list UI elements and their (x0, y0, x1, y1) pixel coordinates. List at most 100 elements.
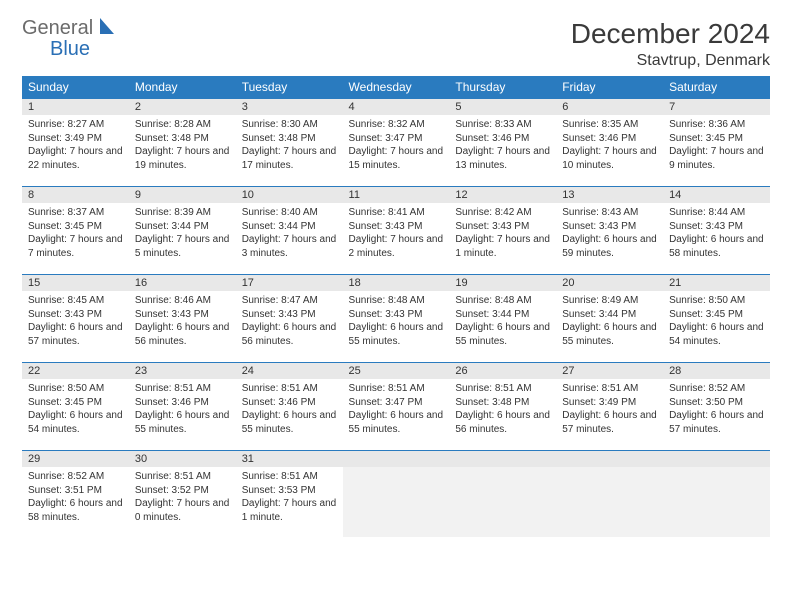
calendar-cell: 12Sunrise: 8:42 AMSunset: 3:43 PMDayligh… (449, 186, 556, 274)
day-body: Sunrise: 8:48 AMSunset: 3:43 PMDaylight:… (343, 291, 450, 354)
sunrise-text: Sunrise: 8:36 AM (669, 118, 764, 132)
daylight-text: Daylight: 6 hours and 57 minutes. (28, 321, 123, 348)
daylight-text: Daylight: 7 hours and 0 minutes. (135, 497, 230, 524)
day-body: Sunrise: 8:44 AMSunset: 3:43 PMDaylight:… (663, 203, 770, 266)
day-body-empty (663, 467, 770, 537)
day-body-empty (556, 467, 663, 537)
sunset-text: Sunset: 3:48 PM (242, 132, 337, 146)
calendar-cell: 5Sunrise: 8:33 AMSunset: 3:46 PMDaylight… (449, 98, 556, 186)
calendar-cell: 19Sunrise: 8:48 AMSunset: 3:44 PMDayligh… (449, 274, 556, 362)
day-body-empty (449, 467, 556, 537)
day-number: 9 (129, 186, 236, 203)
day-body: Sunrise: 8:50 AMSunset: 3:45 PMDaylight:… (663, 291, 770, 354)
calendar-cell: 9Sunrise: 8:39 AMSunset: 3:44 PMDaylight… (129, 186, 236, 274)
weekday-header: Thursday (449, 76, 556, 98)
sunset-text: Sunset: 3:46 PM (135, 396, 230, 410)
calendar-cell: 22Sunrise: 8:50 AMSunset: 3:45 PMDayligh… (22, 362, 129, 450)
sunrise-text: Sunrise: 8:50 AM (669, 294, 764, 308)
sunset-text: Sunset: 3:49 PM (28, 132, 123, 146)
sunset-text: Sunset: 3:45 PM (669, 132, 764, 146)
calendar-table: Sunday Monday Tuesday Wednesday Thursday… (22, 76, 770, 538)
sunrise-text: Sunrise: 8:48 AM (349, 294, 444, 308)
day-body: Sunrise: 8:51 AMSunset: 3:46 PMDaylight:… (236, 379, 343, 442)
day-number: 16 (129, 274, 236, 291)
day-body: Sunrise: 8:51 AMSunset: 3:46 PMDaylight:… (129, 379, 236, 442)
daylight-text: Daylight: 7 hours and 2 minutes. (349, 233, 444, 260)
daylight-text: Daylight: 6 hours and 55 minutes. (135, 409, 230, 436)
daylight-text: Daylight: 6 hours and 56 minutes. (242, 321, 337, 348)
day-body: Sunrise: 8:51 AMSunset: 3:47 PMDaylight:… (343, 379, 450, 442)
daylight-text: Daylight: 7 hours and 10 minutes. (562, 145, 657, 172)
daylight-text: Daylight: 6 hours and 55 minutes. (455, 321, 550, 348)
day-body: Sunrise: 8:47 AMSunset: 3:43 PMDaylight:… (236, 291, 343, 354)
daylight-text: Daylight: 6 hours and 55 minutes. (349, 321, 444, 348)
day-number: 1 (22, 98, 129, 115)
sunset-text: Sunset: 3:50 PM (669, 396, 764, 410)
day-number: 30 (129, 450, 236, 467)
day-number: 20 (556, 274, 663, 291)
sunrise-text: Sunrise: 8:50 AM (28, 382, 123, 396)
day-body: Sunrise: 8:40 AMSunset: 3:44 PMDaylight:… (236, 203, 343, 266)
sunrise-text: Sunrise: 8:43 AM (562, 206, 657, 220)
sunrise-text: Sunrise: 8:37 AM (28, 206, 123, 220)
day-body: Sunrise: 8:45 AMSunset: 3:43 PMDaylight:… (22, 291, 129, 354)
day-number: 14 (663, 186, 770, 203)
sunrise-text: Sunrise: 8:52 AM (28, 470, 123, 484)
weekday-header: Tuesday (236, 76, 343, 98)
calendar-cell: 6Sunrise: 8:35 AMSunset: 3:46 PMDaylight… (556, 98, 663, 186)
sunrise-text: Sunrise: 8:52 AM (669, 382, 764, 396)
weekday-header: Saturday (663, 76, 770, 98)
sunrise-text: Sunrise: 8:51 AM (562, 382, 657, 396)
sunrise-text: Sunrise: 8:41 AM (349, 206, 444, 220)
daylight-text: Daylight: 6 hours and 57 minutes. (562, 409, 657, 436)
weekday-header: Friday (556, 76, 663, 98)
sunset-text: Sunset: 3:43 PM (349, 308, 444, 322)
day-body: Sunrise: 8:32 AMSunset: 3:47 PMDaylight:… (343, 115, 450, 178)
calendar-cell (663, 450, 770, 538)
daylight-text: Daylight: 6 hours and 58 minutes. (28, 497, 123, 524)
calendar-cell: 4Sunrise: 8:32 AMSunset: 3:47 PMDaylight… (343, 98, 450, 186)
brand-logo: General Blue (22, 18, 118, 60)
sunrise-text: Sunrise: 8:49 AM (562, 294, 657, 308)
day-number: 29 (22, 450, 129, 467)
day-number: 27 (556, 362, 663, 379)
day-number: 15 (22, 274, 129, 291)
sunset-text: Sunset: 3:45 PM (28, 220, 123, 234)
calendar-cell: 10Sunrise: 8:40 AMSunset: 3:44 PMDayligh… (236, 186, 343, 274)
calendar-cell: 15Sunrise: 8:45 AMSunset: 3:43 PMDayligh… (22, 274, 129, 362)
day-body: Sunrise: 8:51 AMSunset: 3:49 PMDaylight:… (556, 379, 663, 442)
daylight-text: Daylight: 6 hours and 54 minutes. (669, 321, 764, 348)
daylight-text: Daylight: 6 hours and 57 minutes. (669, 409, 764, 436)
day-body: Sunrise: 8:51 AMSunset: 3:53 PMDaylight:… (236, 467, 343, 530)
sunrise-text: Sunrise: 8:33 AM (455, 118, 550, 132)
day-number: 5 (449, 98, 556, 115)
sunrise-text: Sunrise: 8:48 AM (455, 294, 550, 308)
day-number: 12 (449, 186, 556, 203)
sunset-text: Sunset: 3:43 PM (135, 308, 230, 322)
sunset-text: Sunset: 3:49 PM (562, 396, 657, 410)
sunrise-text: Sunrise: 8:42 AM (455, 206, 550, 220)
day-number: 26 (449, 362, 556, 379)
daylight-text: Daylight: 7 hours and 1 minute. (455, 233, 550, 260)
sunset-text: Sunset: 3:44 PM (135, 220, 230, 234)
day-number-empty (343, 450, 450, 467)
calendar-cell: 1Sunrise: 8:27 AMSunset: 3:49 PMDaylight… (22, 98, 129, 186)
sunrise-text: Sunrise: 8:51 AM (135, 470, 230, 484)
day-number: 21 (663, 274, 770, 291)
day-body: Sunrise: 8:41 AMSunset: 3:43 PMDaylight:… (343, 203, 450, 266)
daylight-text: Daylight: 7 hours and 9 minutes. (669, 145, 764, 172)
weekday-header: Monday (129, 76, 236, 98)
calendar-row: 15Sunrise: 8:45 AMSunset: 3:43 PMDayligh… (22, 274, 770, 362)
daylight-text: Daylight: 7 hours and 19 minutes. (135, 145, 230, 172)
calendar-cell: 18Sunrise: 8:48 AMSunset: 3:43 PMDayligh… (343, 274, 450, 362)
day-number: 22 (22, 362, 129, 379)
day-number: 11 (343, 186, 450, 203)
sunset-text: Sunset: 3:48 PM (135, 132, 230, 146)
sunset-text: Sunset: 3:43 PM (349, 220, 444, 234)
brand-word-2: Blue (50, 38, 90, 60)
weekday-header: Wednesday (343, 76, 450, 98)
calendar-cell: 23Sunrise: 8:51 AMSunset: 3:46 PMDayligh… (129, 362, 236, 450)
calendar-row: 22Sunrise: 8:50 AMSunset: 3:45 PMDayligh… (22, 362, 770, 450)
day-body: Sunrise: 8:33 AMSunset: 3:46 PMDaylight:… (449, 115, 556, 178)
calendar-cell: 11Sunrise: 8:41 AMSunset: 3:43 PMDayligh… (343, 186, 450, 274)
